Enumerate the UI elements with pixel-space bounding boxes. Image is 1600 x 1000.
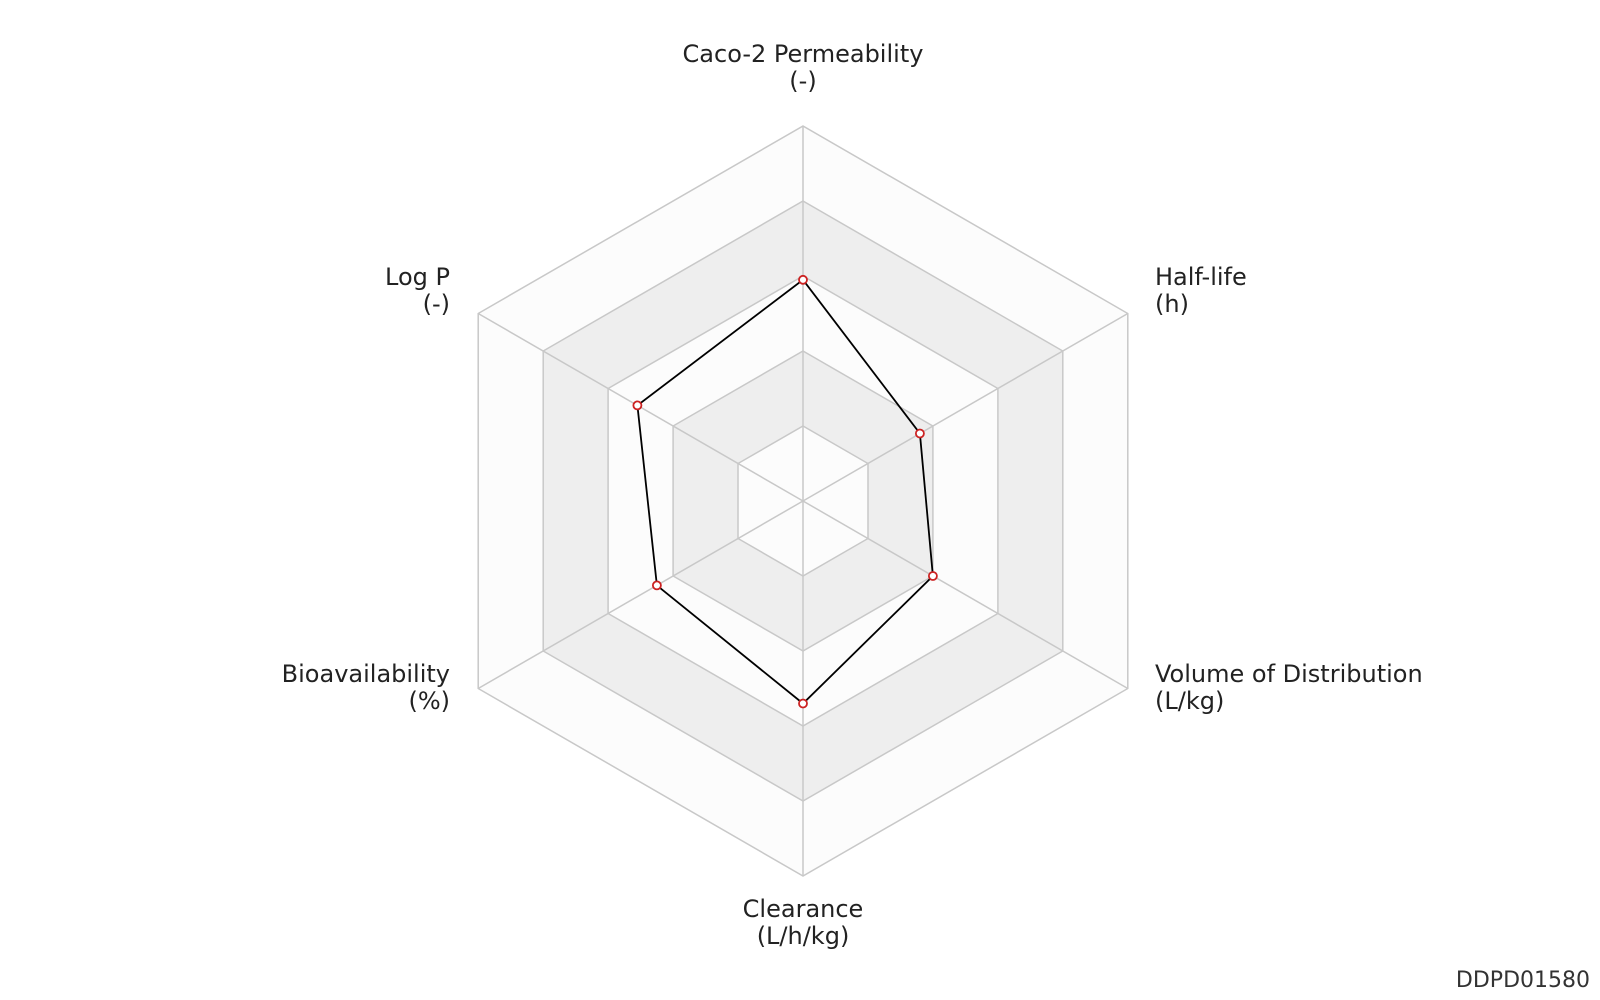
data-point-4 (652, 580, 662, 591)
data-point-2 (928, 571, 938, 581)
axis-unit-4: (%) (408, 687, 450, 715)
data-point-1 (915, 428, 925, 439)
axis-unit-5: (-) (423, 290, 450, 318)
axis-unit-0: (-) (789, 67, 816, 95)
spoke-1 (802, 312, 1129, 502)
axis-unit-3: (L/h/kg) (757, 922, 850, 950)
data-point-3 (798, 698, 808, 709)
data-point-0 (798, 274, 808, 285)
spoke-2 (802, 500, 1129, 690)
axis-label-4: Bioavailability (282, 660, 450, 688)
axis-label-3: Clearance (743, 895, 864, 923)
axis-unit-1: (h) (1155, 290, 1189, 318)
axis-label-0: Caco-2 Permeability (683, 40, 924, 68)
radar-series (632, 274, 938, 709)
axis-label-1: Half-life (1155, 263, 1247, 291)
axis-label-2: Volume of Distribution (1155, 660, 1423, 688)
spoke-4 (477, 500, 804, 690)
radar-axis-labels: Caco-2 Permeability(-)Half-life(h)Volume… (282, 40, 1423, 950)
axis-unit-2: (L/kg) (1155, 687, 1224, 715)
axis-label-5: Log P (385, 263, 450, 291)
watermark-id: DDPD01580 (1456, 968, 1590, 993)
data-point-5 (632, 400, 643, 411)
